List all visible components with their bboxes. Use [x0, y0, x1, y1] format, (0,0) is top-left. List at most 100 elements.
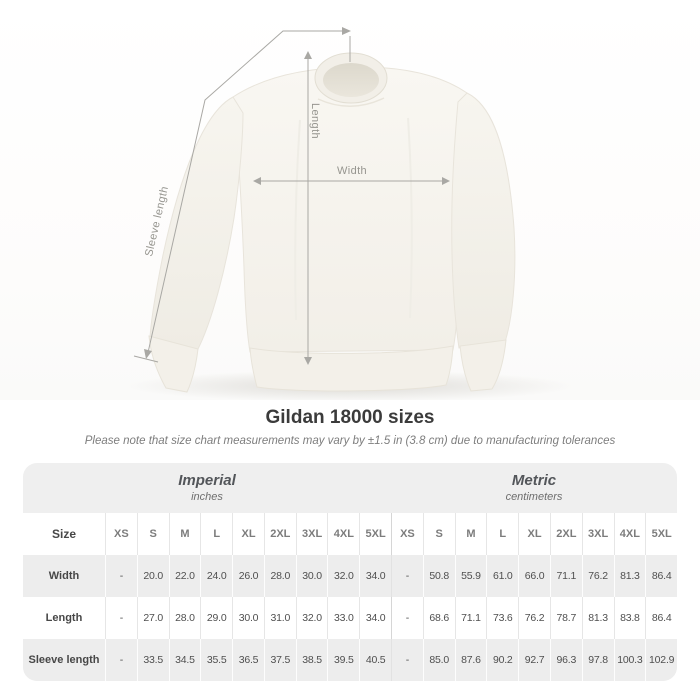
value-cell: 22.0: [168, 555, 201, 597]
size-header-row: Size XS S M L XL 2XL 3XL 4XL 5XL XS S M L XL 2XL 3XL 4XL…: [23, 513, 677, 555]
value-cell: 86.4: [645, 597, 677, 639]
size-col-imperial-4xl: 4XL: [327, 513, 359, 555]
value-cell: 33.5: [136, 639, 169, 681]
metric-label: Metric: [511, 472, 557, 489]
imperial-label: Imperial: [178, 472, 236, 489]
size-col-metric-l: L: [486, 513, 518, 555]
value-cell: 78.7: [549, 597, 582, 639]
value-cell: 38.5: [295, 639, 328, 681]
value-cell: 83.8: [613, 597, 646, 639]
measurement-annotations: [133, 27, 450, 365]
value-cell: 34.0: [359, 555, 391, 597]
value-cell: 36.5: [232, 639, 264, 681]
table-row-length: Length -27.0 28.0 29.0 30.0 31.0 32.0 33.0 34.0-…: [23, 597, 677, 639]
metric-sublabel: centimeters: [505, 491, 563, 503]
size-column-header: Size: [51, 527, 76, 541]
sleeve-end-tick: [133, 355, 159, 363]
sweatshirt-collar: [314, 52, 388, 107]
size-col-imperial-l: L: [200, 513, 232, 555]
value-cell: 28.0: [168, 597, 201, 639]
size-col-imperial-xl: XL: [232, 513, 264, 555]
value-cell: 66.0: [518, 555, 550, 597]
value-cell: 24.0: [200, 555, 232, 597]
sweatshirt-body: [232, 66, 468, 392]
value-cell: 76.2: [518, 597, 550, 639]
value-cell: 29.0: [200, 597, 232, 639]
sweatshirt-measurement-diagram: Length Width Sleeve length: [125, 27, 575, 400]
value-cell: 86.4: [645, 555, 677, 597]
table-row-width: Width -20.0 22.0 24.0 26.0 28.0 30.0 32.0 34.0-5…: [23, 555, 677, 597]
arrow-right-icon: [342, 27, 351, 35]
value-cell: 31.0: [263, 597, 296, 639]
metric-unit-group: Metric centimeters: [391, 463, 677, 513]
value-cell: 35.5: [200, 639, 232, 681]
arrow-down-left-icon: [144, 349, 152, 359]
value-cell: 20.0: [136, 555, 169, 597]
value-cell: -: [105, 597, 137, 639]
value-cell: 27.0: [136, 597, 169, 639]
size-col-imperial-xs: XS: [105, 513, 137, 555]
size-col-metric-2xl: 2XL: [549, 513, 582, 555]
value-cell: 102.9: [645, 639, 677, 681]
size-col-metric-5xl: 5XL: [645, 513, 677, 555]
value-cell: 32.0: [327, 555, 359, 597]
value-cell: 30.0: [295, 555, 328, 597]
size-table: Imperial inches Metric centimeters Size …: [23, 463, 677, 681]
value-cell: 61.0: [486, 555, 518, 597]
value-cell: -: [105, 639, 137, 681]
value-cell: 40.5: [359, 639, 391, 681]
value-cell: 90.2: [486, 639, 518, 681]
value-cell: 68.6: [422, 597, 455, 639]
value-cell: 55.9: [454, 555, 487, 597]
sweatshirt-right-sleeve: [451, 92, 516, 392]
size-col-imperial-3xl: 3XL: [295, 513, 328, 555]
value-cell: 73.6: [486, 597, 518, 639]
value-cell: 37.5: [263, 639, 296, 681]
arrow-up-icon: [304, 51, 312, 59]
value-cell: 92.7: [518, 639, 550, 681]
size-col-imperial-s: S: [136, 513, 169, 555]
imperial-unit-group: Imperial inches: [23, 463, 391, 513]
product-photo-section: Length Width Sleeve length: [0, 0, 700, 400]
value-cell: 87.6: [454, 639, 487, 681]
value-cell: -: [105, 555, 137, 597]
size-col-metric-m: M: [454, 513, 487, 555]
page-title: Gildan 18000 sizes: [265, 407, 435, 428]
value-cell: 85.0: [422, 639, 455, 681]
size-col-metric-3xl: 3XL: [581, 513, 614, 555]
size-col-metric-4xl: 4XL: [613, 513, 646, 555]
row-label: Sleeve length: [28, 654, 100, 666]
value-cell: 76.2: [581, 555, 614, 597]
title-block: Gildan 18000 sizes Please note that size…: [0, 405, 700, 449]
value-cell: -: [391, 555, 423, 597]
value-cell: 96.3: [549, 639, 582, 681]
value-cell: 71.1: [549, 555, 582, 597]
sweatshirt-left-sleeve: [148, 96, 244, 393]
row-label: Width: [48, 570, 80, 582]
arrow-left-icon: [253, 177, 261, 185]
size-col-imperial-5xl: 5XL: [359, 513, 391, 555]
value-cell: 26.0: [232, 555, 264, 597]
size-col-imperial-2xl: 2XL: [263, 513, 296, 555]
size-col-metric-xl: XL: [518, 513, 550, 555]
tolerance-note: Please note that size chart measurements…: [84, 435, 616, 447]
value-cell: 39.5: [327, 639, 359, 681]
value-cell: 100.3: [613, 639, 646, 681]
value-cell: 97.8: [581, 639, 614, 681]
value-cell: 33.0: [327, 597, 359, 639]
imperial-sublabel: inches: [191, 491, 223, 503]
value-cell: 28.0: [263, 555, 296, 597]
value-cell: 30.0: [232, 597, 264, 639]
value-cell: 34.0: [359, 597, 391, 639]
value-cell: 34.5: [168, 639, 201, 681]
value-cell: -: [391, 597, 423, 639]
arrow-right2-icon: [442, 177, 450, 185]
value-cell: 50.8: [422, 555, 455, 597]
sleeve-length-line: [146, 30, 349, 358]
table-body: Width -20.0 22.0 24.0 26.0 28.0 30.0 32.0 34.0-5…: [23, 555, 677, 681]
size-col-imperial-m: M: [168, 513, 201, 555]
table-row-sleeve-length: Sleeve length -33.5 34.5 35.5 36.5 37.5 38.5 39…: [23, 639, 677, 681]
units-header-row: Imperial inches Metric centimeters: [23, 463, 677, 513]
width-label: Width: [337, 165, 367, 177]
value-cell: 81.3: [613, 555, 646, 597]
